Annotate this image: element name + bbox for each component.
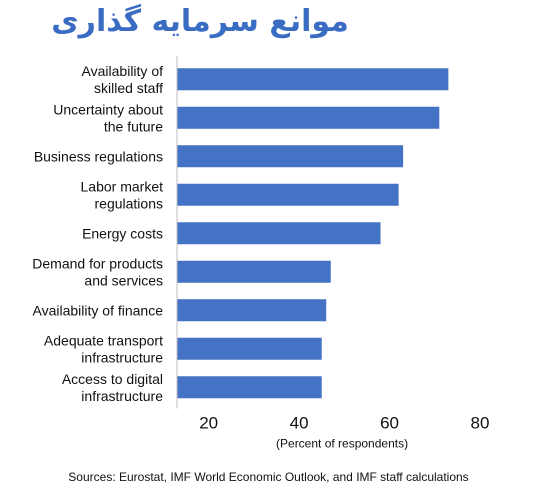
bar-4 (177, 183, 399, 206)
bar-8 (177, 337, 322, 360)
bar-2 (177, 106, 440, 129)
category-label: Demand for products and services (32, 255, 163, 288)
x-tick-label: 60 (380, 414, 399, 433)
category-label: Access to digital infrastructure (62, 371, 163, 404)
category-label: Availability of skilled staff (82, 63, 164, 96)
category-label: Adequate transport infrastructure (44, 332, 163, 365)
chart-title: موانع سرمایه گذاری (51, 4, 349, 39)
x-tick-label: 80 (471, 414, 490, 433)
source-note: Sources: Eurostat, IMF World Economic Ou… (68, 470, 469, 484)
bars-layer (177, 68, 449, 399)
category-label: Availability of finance (33, 302, 164, 318)
bar-7 (177, 299, 327, 322)
x-axis-title: (Percent of respondents) (276, 437, 408, 451)
bar-6 (177, 260, 331, 283)
x-axis-ticks: 20 40 60 80 (199, 414, 489, 433)
category-label: Energy costs (82, 225, 163, 241)
bar-1 (177, 68, 449, 91)
x-tick-label: 20 (199, 414, 218, 433)
category-labels: Availability of skilled staff Uncertainty … (32, 63, 163, 404)
x-tick-label: 40 (290, 414, 309, 433)
category-label: Business regulations (34, 148, 163, 164)
bar-5 (177, 222, 381, 245)
bar-3 (177, 145, 404, 168)
category-label: Uncertainty about the future (53, 101, 163, 134)
category-label: Labor market regulations (81, 178, 164, 211)
bar-9 (177, 376, 322, 399)
